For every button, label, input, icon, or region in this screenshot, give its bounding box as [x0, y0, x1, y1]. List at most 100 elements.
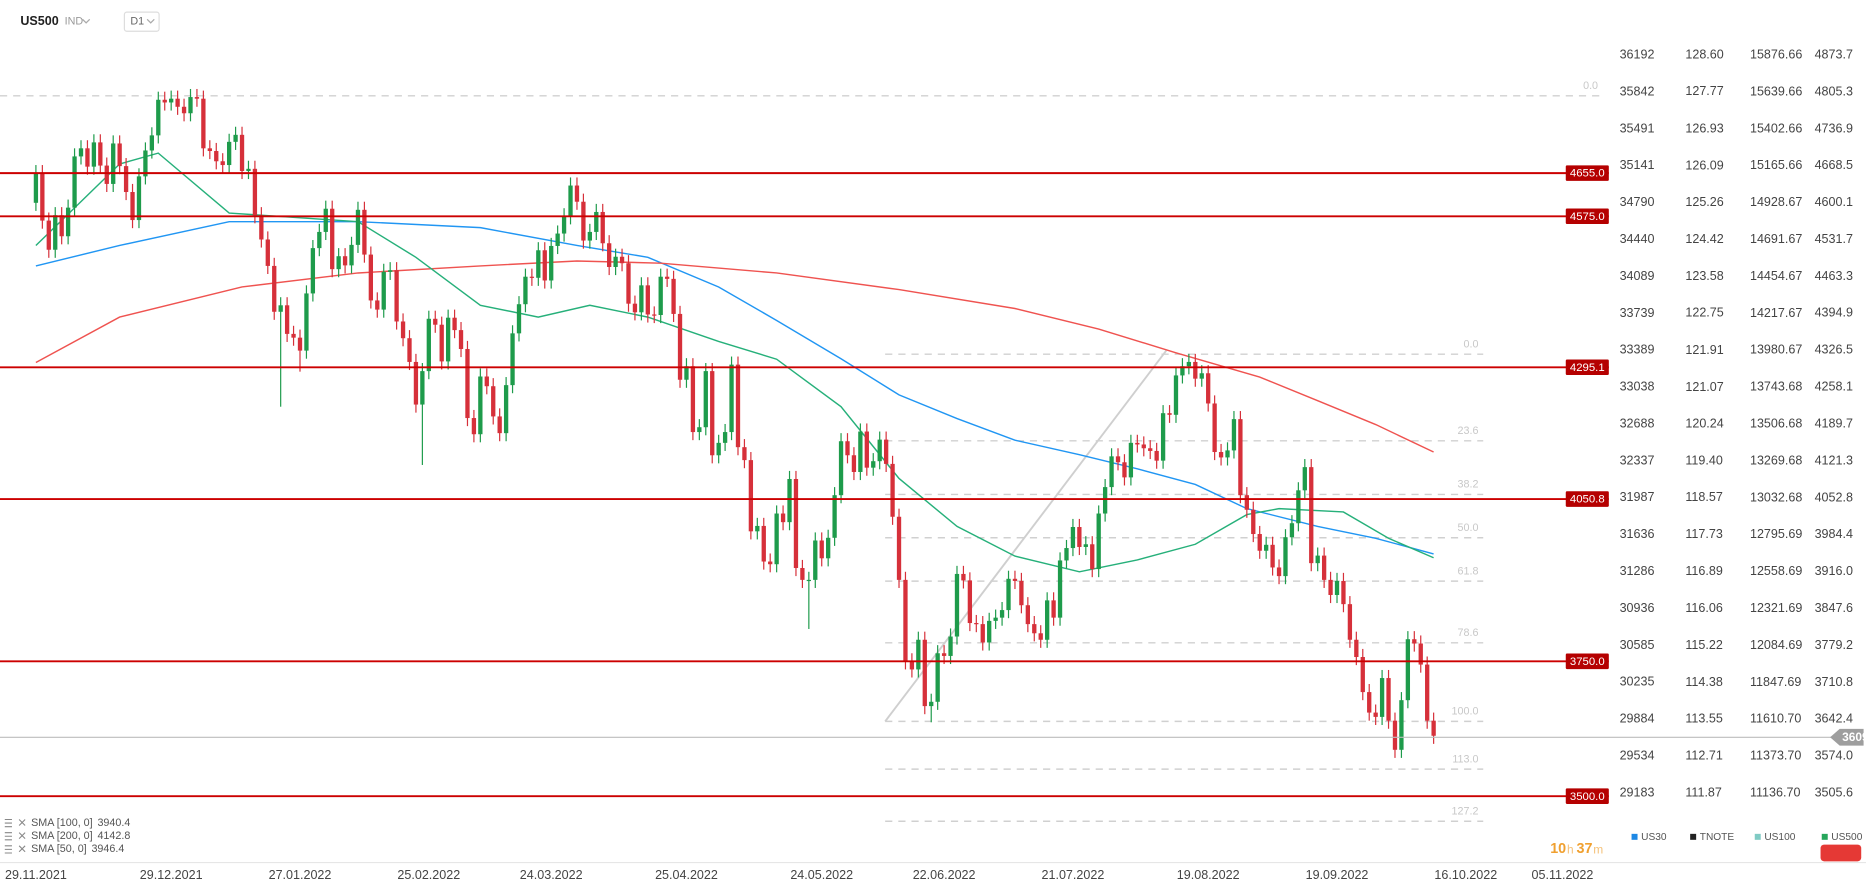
candle-body — [594, 211, 599, 232]
candle-body — [33, 173, 39, 203]
candle-body — [1334, 580, 1340, 595]
candle-body — [1379, 678, 1385, 717]
candle-body — [613, 256, 618, 267]
legend-label: TNOTE — [1700, 832, 1735, 843]
candle-body — [53, 215, 58, 250]
legend-swatch — [1690, 833, 1697, 840]
candle-body — [207, 148, 212, 152]
y-tick-label: 13032.68 — [1750, 490, 1802, 504]
y-tick-label: 33038 — [1620, 380, 1655, 394]
candle-body — [935, 653, 940, 702]
candle-body — [265, 239, 270, 266]
level-badge — [1565, 788, 1609, 804]
candle-body — [1347, 604, 1353, 640]
level-label: 4050.8 — [1570, 494, 1605, 506]
y-tick-label: 12321.69 — [1750, 601, 1802, 615]
candle-body — [246, 168, 251, 171]
level-label: 3500.0 — [1570, 791, 1605, 803]
candle-body — [323, 208, 328, 232]
candle-body — [1425, 664, 1430, 721]
candle-body — [156, 99, 161, 136]
candle-body — [1032, 624, 1037, 634]
fib-label: 100.0 — [1452, 706, 1479, 718]
candle-body — [169, 98, 174, 103]
level-badge — [1565, 165, 1609, 181]
y-tick-label: 113.55 — [1685, 712, 1722, 726]
candle-body — [1315, 555, 1320, 564]
y-tick-label: 29534 — [1620, 749, 1655, 763]
y-tick-label: 3847.6 — [1815, 601, 1853, 615]
y-tick-label: 3984.4 — [1815, 527, 1853, 541]
candle-body — [871, 461, 876, 468]
y-tick-label: 14217.67 — [1750, 306, 1802, 320]
candle-body — [748, 460, 754, 532]
candle-body — [555, 233, 560, 246]
candle-body — [46, 220, 51, 250]
timer-minutes: 37 — [1577, 841, 1593, 857]
candle-body — [149, 135, 155, 151]
candle-body — [858, 431, 863, 472]
candle-body — [1193, 361, 1198, 379]
y-tick-label: 36192 — [1620, 47, 1655, 61]
candle-body — [632, 303, 638, 313]
candle-body — [426, 318, 431, 372]
candle-body — [1077, 527, 1082, 547]
y-tick-label: 12795.69 — [1750, 527, 1802, 541]
y-tick-label: 34440 — [1620, 232, 1655, 246]
candle-body — [561, 216, 567, 234]
candle-body — [355, 209, 361, 245]
x-tick-label: 25.04.2022 — [655, 868, 718, 882]
candle-body — [742, 447, 747, 461]
candle-body — [1070, 527, 1076, 549]
candle-body — [1405, 639, 1411, 701]
symbol[interactable]: US500 — [20, 14, 58, 28]
candle-body — [259, 215, 264, 240]
y-tick-label: 3505.6 — [1815, 785, 1853, 799]
level-label: 4575.0 — [1570, 211, 1605, 223]
candle-body — [684, 366, 689, 380]
candle-body — [368, 254, 374, 301]
y-tick-label: 30936 — [1620, 601, 1655, 615]
x-tick-label: 05.11.2022 — [1532, 868, 1594, 882]
y-tick-label: 12558.69 — [1750, 564, 1802, 578]
y-tick-label: 4052.8 — [1815, 490, 1853, 504]
y-tick-label: 4600.1 — [1815, 195, 1853, 209]
candle-body — [813, 540, 818, 580]
candle-body — [1225, 450, 1230, 458]
legend-icon — [4, 845, 26, 854]
candle-body — [1251, 509, 1256, 535]
fib-label: 0.0 — [1463, 338, 1478, 350]
y-tick-label: 14691.67 — [1750, 232, 1802, 246]
candle-body — [845, 441, 850, 456]
timeframe[interactable]: D1 — [130, 16, 144, 28]
y-tick-label: 35491 — [1620, 121, 1655, 135]
candle-body — [1045, 600, 1050, 640]
level-label: 4655.0 — [1570, 168, 1605, 180]
candle-body — [697, 427, 702, 433]
candle-body — [413, 361, 419, 405]
candle-body — [806, 579, 811, 582]
y-tick-label: 125.26 — [1685, 195, 1723, 209]
candle-body — [465, 348, 470, 419]
legend-label: US100 — [1764, 832, 1795, 843]
candle-body — [388, 270, 393, 272]
y-tick-label: 29884 — [1620, 712, 1655, 726]
y-tick-label: 3642.4 — [1815, 712, 1853, 726]
candle-body — [755, 525, 760, 532]
candle-body — [729, 364, 734, 433]
candle-body — [587, 231, 592, 241]
candle-body — [407, 338, 412, 362]
candle-body — [175, 98, 180, 107]
y-tick-label: 13506.68 — [1750, 416, 1802, 430]
action-button[interactable] — [1820, 844, 1862, 862]
candle-body — [896, 516, 902, 580]
timeframe-select[interactable] — [123, 11, 160, 32]
candle-body — [851, 455, 857, 472]
last-price-badge — [1830, 728, 1864, 746]
sma-legend-name: SMA [200, 0] — [31, 830, 93, 842]
y-tick-label: 11136.70 — [1750, 786, 1800, 800]
candle-body — [342, 256, 348, 266]
legend-label: US30 — [1641, 832, 1667, 843]
y-tick-label: 111.87 — [1685, 786, 1722, 800]
candle-body — [59, 215, 64, 237]
